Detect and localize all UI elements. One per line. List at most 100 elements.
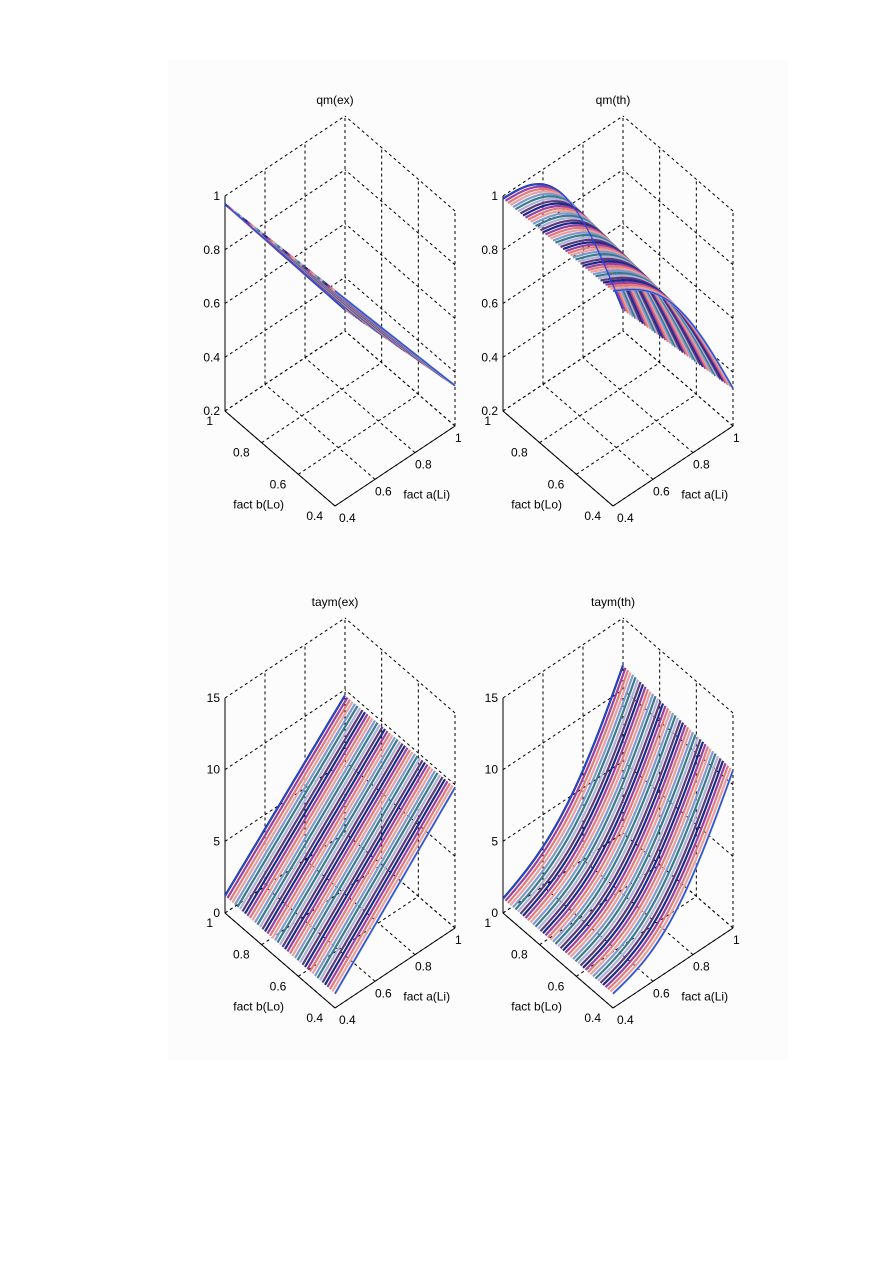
surface-stripe bbox=[226, 696, 349, 899]
y-tick-label: 0.8 bbox=[233, 948, 250, 962]
surface-stripe bbox=[582, 741, 705, 969]
surface-stripe bbox=[504, 667, 627, 902]
surface-stripe bbox=[519, 681, 642, 915]
surface-stripe bbox=[244, 711, 366, 915]
surface-stripe bbox=[542, 703, 665, 934]
z-tick-label: 5 bbox=[491, 834, 498, 848]
surface-stripe bbox=[296, 755, 419, 961]
x-tick-label: 0.6 bbox=[375, 986, 392, 1000]
surface-stripe bbox=[594, 753, 717, 980]
back-wall-grid-line bbox=[224, 169, 346, 251]
y-tick-label: 0.8 bbox=[233, 446, 250, 460]
surface-edge bbox=[612, 288, 734, 389]
z-tick-label: 15 bbox=[485, 691, 499, 705]
surface-stripe bbox=[589, 748, 712, 975]
y-axis-label: fact b(Lo) bbox=[233, 498, 284, 512]
floor-grid-line bbox=[542, 383, 654, 480]
y-axis-line bbox=[224, 410, 336, 507]
x-axis-label: fact a(Li) bbox=[681, 487, 728, 501]
y-tick-label: 0.8 bbox=[511, 948, 528, 962]
surface-stripe bbox=[574, 734, 697, 963]
surface-stripe bbox=[324, 778, 446, 986]
surface-stripe bbox=[271, 734, 394, 939]
floor-grid-line bbox=[539, 362, 660, 444]
surface-stripe bbox=[522, 684, 645, 917]
plot-title: taym(th) bbox=[591, 595, 635, 609]
y-axis-label: fact b(Lo) bbox=[233, 1000, 284, 1014]
plot-qm-th: 0.20.40.60.810.40.60.810.40.60.81qm(th)Y… bbox=[454, 88, 748, 543]
surface-stripe bbox=[276, 738, 399, 944]
surface-stripe bbox=[294, 753, 416, 959]
z-tick-label: 0.4 bbox=[481, 350, 498, 364]
y-axis-line bbox=[502, 410, 614, 507]
x-tick-label: 0.8 bbox=[415, 960, 432, 974]
back-wall-grid-line bbox=[502, 330, 624, 412]
surface-stripe bbox=[512, 674, 635, 909]
back-wall-grid-line bbox=[224, 689, 346, 771]
x-tick-label: 0.4 bbox=[617, 511, 634, 525]
x-tick-label: 0.6 bbox=[653, 986, 670, 1000]
x-tick-label: 1 bbox=[733, 933, 740, 947]
side-wall-grid-line bbox=[344, 223, 456, 319]
surface-stripe bbox=[246, 713, 369, 917]
surface-stripe bbox=[604, 762, 727, 988]
surface-stripe bbox=[549, 710, 672, 941]
surface-stripe bbox=[592, 750, 715, 978]
surface-stripe bbox=[234, 703, 356, 906]
plot-qm-ex: 0.20.40.60.810.40.60.810.40.60.81qm(ex)Y… bbox=[176, 88, 470, 543]
x-axis-label: fact a(Li) bbox=[403, 989, 450, 1003]
back-wall-grid-line bbox=[502, 689, 624, 771]
surface-stripe bbox=[301, 759, 424, 966]
surface-stripe bbox=[231, 701, 354, 904]
surface-stripe bbox=[539, 700, 662, 932]
y-tick-label: 1 bbox=[206, 414, 213, 428]
surface-stripe bbox=[236, 705, 359, 908]
surface-stripe bbox=[517, 679, 640, 913]
surface-stripe bbox=[607, 765, 730, 991]
surface-stripe bbox=[269, 732, 391, 937]
x-tick-label: 1 bbox=[455, 431, 462, 445]
surface-edge bbox=[334, 290, 456, 387]
y-axis-line bbox=[502, 912, 614, 1009]
y-axis-label: fact b(Lo) bbox=[511, 498, 562, 512]
grid-lines bbox=[502, 115, 734, 507]
surface-stripe bbox=[229, 699, 351, 901]
surface-stripe bbox=[289, 749, 411, 955]
surface-stripe bbox=[249, 715, 371, 919]
floor-grid-line bbox=[304, 357, 416, 454]
surface-stripe bbox=[286, 747, 409, 952]
surface-stripe bbox=[577, 736, 700, 965]
surface-stripe bbox=[537, 698, 660, 930]
surface-stripe bbox=[319, 774, 441, 981]
y-tick-label: 0.4 bbox=[584, 509, 601, 523]
surface-edge bbox=[334, 787, 456, 995]
y-tick-label: 0.6 bbox=[270, 979, 287, 993]
surface-stripe bbox=[552, 712, 675, 943]
x-tick-label: 0.8 bbox=[693, 458, 710, 472]
surface-stripe bbox=[256, 722, 379, 926]
x-axis-label: fact a(Li) bbox=[403, 487, 450, 501]
surface-stripe bbox=[559, 719, 682, 950]
back-wall-grid-line bbox=[224, 115, 346, 197]
z-tick-label: 5 bbox=[213, 834, 220, 848]
surface-stripe bbox=[579, 738, 702, 967]
surface-stripe bbox=[239, 707, 361, 910]
x-tick-label: 1 bbox=[455, 933, 462, 947]
surface bbox=[224, 694, 456, 995]
surface-edge bbox=[502, 665, 624, 900]
surface-stripe bbox=[544, 705, 667, 937]
side-wall-grid-line bbox=[344, 115, 456, 212]
surface-stripe bbox=[311, 768, 434, 975]
surface-stripe bbox=[306, 763, 429, 970]
surface-stripe bbox=[547, 707, 670, 939]
plot-title: qm(th) bbox=[596, 93, 631, 107]
surface-plot-svg: 0.20.40.60.810.40.60.810.40.60.81qm(ex)Y… bbox=[176, 93, 462, 525]
surface-stripe bbox=[572, 731, 695, 960]
surface-stripe bbox=[326, 780, 449, 988]
plot-taym-ex: 0510150.40.60.810.40.60.81taym(ex)Yc1fac… bbox=[176, 590, 470, 1045]
side-wall-grid-line bbox=[622, 330, 734, 427]
x-tick-label: 0.4 bbox=[339, 1013, 356, 1027]
y-tick-label: 0.6 bbox=[270, 477, 287, 491]
back-wall-grid-line bbox=[502, 169, 624, 251]
